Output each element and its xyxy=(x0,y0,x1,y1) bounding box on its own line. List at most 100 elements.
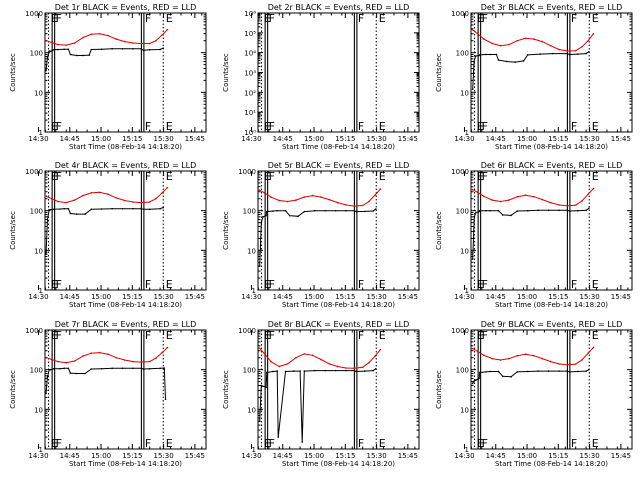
events-data-point xyxy=(547,370,550,372)
events-data-point xyxy=(566,52,569,55)
events-data-point xyxy=(475,211,477,214)
flag-label-bottom: E xyxy=(379,278,386,291)
lld-data-point xyxy=(499,44,502,47)
chart-panel-9: Det 9r BLACK = Events, RED = LLD 1 10 100 10… xyxy=(435,320,633,468)
lld-data-point xyxy=(123,359,126,361)
lld-data-point xyxy=(45,195,48,198)
events-data-point xyxy=(100,367,103,370)
lld-data-point xyxy=(50,197,53,200)
x-tick-label: 15:45 xyxy=(398,452,418,460)
x-tick-label: 15:00 xyxy=(517,293,537,301)
events-data-point xyxy=(276,209,278,212)
lld-data-point xyxy=(592,32,595,35)
events-data-point xyxy=(52,368,55,370)
flag-label-bottom: F xyxy=(358,120,364,133)
lld-data-point xyxy=(581,46,583,48)
x-tick-label: 15:15 xyxy=(548,452,568,460)
y-tick-label: 1000 xyxy=(451,327,469,335)
events-data-point xyxy=(471,382,474,385)
events-data-point xyxy=(303,210,306,213)
events-data-point xyxy=(45,69,47,72)
flag-label-top: E xyxy=(166,170,173,183)
flag-label-bottom: E xyxy=(592,278,599,291)
events-data-point xyxy=(372,210,374,212)
panel-title: Det 9r BLACK = Events, RED = LLD xyxy=(481,320,623,329)
events-data-point xyxy=(516,371,519,373)
y-tick-label: 1 xyxy=(39,446,43,454)
lld-data-point xyxy=(166,186,169,189)
x-tick-label: 15:00 xyxy=(91,452,111,460)
events-data-point xyxy=(59,208,61,210)
lld-data-point xyxy=(148,42,151,45)
x-tick-label: 15:45 xyxy=(611,452,631,460)
lld-data-point xyxy=(508,357,510,360)
lld-data-point xyxy=(320,358,322,361)
flag-label-bottom: F xyxy=(145,437,151,450)
x-tick-label: 15:30 xyxy=(154,452,174,460)
panel-title: Det 2r BLACK = Events, RED = LLD xyxy=(268,3,410,12)
x-tick-label: 14:30 xyxy=(454,293,474,301)
events-data-point xyxy=(84,213,86,215)
y-axis-label: Counts/sec xyxy=(9,53,17,92)
y-tick-label: 10³ xyxy=(244,70,256,78)
lld-data-point xyxy=(574,363,577,365)
x-tick-label: 15:30 xyxy=(580,135,600,143)
events-data-point xyxy=(372,369,374,372)
x-tick-label: 15:00 xyxy=(91,293,111,301)
events-data-point xyxy=(475,379,477,381)
events-data-point xyxy=(489,370,491,373)
lld-data-point xyxy=(533,354,535,357)
events-data-point xyxy=(75,54,78,57)
events-data-point xyxy=(551,52,554,55)
events-series-line xyxy=(259,368,377,443)
lld-data-point xyxy=(82,355,84,357)
flag-label-top: F xyxy=(358,329,364,342)
lld-series-line xyxy=(259,347,381,369)
panel-title: Det 1r BLACK = Events, RED = LLD xyxy=(55,3,197,12)
events-series-line xyxy=(45,207,164,255)
flag-label-top: E xyxy=(166,12,173,25)
lld-series-line xyxy=(46,187,168,204)
events-data-point xyxy=(355,210,358,213)
y-tick-label: 100 xyxy=(30,367,43,375)
lld-data-point xyxy=(258,189,261,191)
events-data-point xyxy=(539,53,542,55)
x-tick-label: 15:00 xyxy=(517,135,537,143)
x-axis-label: Start Time (08-Feb-14 14:18:20) xyxy=(495,460,608,468)
x-tick-label: 15:30 xyxy=(580,293,600,301)
x-axis-label: Start Time (08-Feb-14 14:18:20) xyxy=(69,301,182,309)
lld-data-point xyxy=(587,352,590,355)
x-tick-label: 15:15 xyxy=(122,293,142,301)
events-data-point xyxy=(90,208,93,211)
lld-data-point xyxy=(286,363,289,365)
events-data-point xyxy=(159,207,161,210)
lld-data-point xyxy=(549,44,552,47)
x-tick-label: 15:45 xyxy=(611,293,631,301)
lld-data-point xyxy=(353,205,356,207)
chart-panel-6: Det 6r BLACK = Events, RED = LLD 1 10 100 10… xyxy=(435,161,633,309)
events-data-point xyxy=(334,369,337,372)
events-data-point xyxy=(63,207,65,210)
events-data-point xyxy=(510,214,512,217)
y-tick-label: 10 xyxy=(460,89,469,97)
x-tick-label: 14:45 xyxy=(273,452,293,460)
lld-data-point xyxy=(148,201,151,203)
events-data-point xyxy=(485,209,487,212)
lld-data-point xyxy=(115,356,118,359)
flag-label-bottom: E xyxy=(166,120,173,133)
events-data-point xyxy=(69,53,72,56)
x-axis-label: Start Time (08-Feb-14 14:18:20) xyxy=(69,460,182,468)
events-data-point xyxy=(265,386,267,389)
lld-data-point xyxy=(592,346,595,349)
events-data-point xyxy=(558,370,560,372)
events-data-point xyxy=(45,253,47,255)
flag-label-bottom: E xyxy=(166,437,173,450)
x-tick-label: 15:00 xyxy=(91,135,111,143)
x-tick-label: 14:45 xyxy=(273,293,293,301)
lld-data-point xyxy=(65,201,68,204)
events-data-point xyxy=(495,53,498,56)
events-data-point xyxy=(473,216,476,218)
events-data-point xyxy=(59,367,61,370)
flag-label-bottom: F xyxy=(145,120,151,133)
lld-data-point xyxy=(115,197,118,199)
